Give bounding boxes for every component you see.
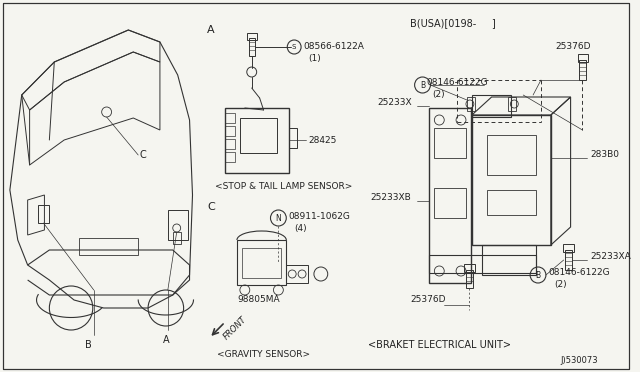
Text: B(USA)[0198-     ]: B(USA)[0198- ] [410, 18, 495, 28]
Bar [508, 97, 516, 111]
Bar [429, 108, 471, 283]
Text: 08911-1062G: 08911-1062G [288, 212, 350, 221]
Bar [472, 115, 551, 245]
Bar [579, 60, 586, 80]
Text: 08566-6122A: 08566-6122A [303, 42, 364, 51]
Text: A: A [207, 25, 215, 35]
Text: 283B0: 283B0 [590, 150, 620, 159]
Text: (2): (2) [433, 90, 445, 99]
Bar [467, 97, 475, 111]
Text: 25233XB: 25233XB [370, 193, 411, 202]
Bar [225, 108, 289, 173]
Bar [577, 54, 588, 62]
Bar [242, 248, 282, 278]
Text: FRONT: FRONT [222, 315, 249, 342]
Bar [38, 205, 49, 223]
Bar [225, 152, 235, 162]
Text: B: B [86, 340, 92, 350]
Bar [237, 240, 286, 285]
Bar [486, 135, 536, 175]
Text: C: C [139, 150, 146, 160]
Bar [247, 33, 257, 40]
Bar [289, 128, 297, 148]
Text: 98805MA: 98805MA [237, 295, 280, 304]
Bar [435, 188, 466, 218]
Bar [225, 126, 235, 136]
Text: 28425: 28425 [308, 136, 337, 145]
Bar [173, 232, 180, 244]
Text: 25233X: 25233X [377, 98, 412, 107]
Bar [286, 265, 308, 283]
Text: N: N [275, 214, 281, 222]
Bar [486, 190, 536, 215]
Text: C: C [207, 202, 215, 212]
Text: 25233XA: 25233XA [590, 252, 631, 261]
Text: J)530073: J)530073 [561, 356, 598, 365]
Text: 25376D: 25376D [556, 42, 591, 51]
Text: (4): (4) [294, 224, 307, 233]
Text: B: B [536, 270, 541, 279]
Text: S: S [292, 44, 296, 50]
Bar [225, 113, 235, 123]
Text: <GRAVITY SENSOR>: <GRAVITY SENSOR> [217, 350, 310, 359]
Bar [240, 118, 277, 153]
Text: 08146-6122G: 08146-6122G [548, 268, 609, 277]
Text: 25376D: 25376D [411, 295, 446, 304]
Text: B: B [420, 80, 425, 90]
Bar [563, 244, 573, 252]
Text: (2): (2) [554, 280, 566, 289]
Text: <STOP & TAIL LAMP SENSOR>: <STOP & TAIL LAMP SENSOR> [215, 182, 353, 191]
Bar [466, 270, 473, 288]
Bar [249, 38, 255, 56]
Bar [564, 250, 572, 270]
Bar [472, 95, 511, 117]
Bar [225, 139, 235, 149]
Text: (1): (1) [308, 54, 321, 63]
Text: <BRAKET ELECTRICAL UNIT>: <BRAKET ELECTRICAL UNIT> [368, 340, 511, 350]
Text: 08146-6122G: 08146-6122G [426, 78, 488, 87]
Bar [482, 245, 536, 275]
Bar [435, 128, 466, 158]
Bar [464, 264, 475, 272]
Text: A: A [163, 335, 169, 345]
